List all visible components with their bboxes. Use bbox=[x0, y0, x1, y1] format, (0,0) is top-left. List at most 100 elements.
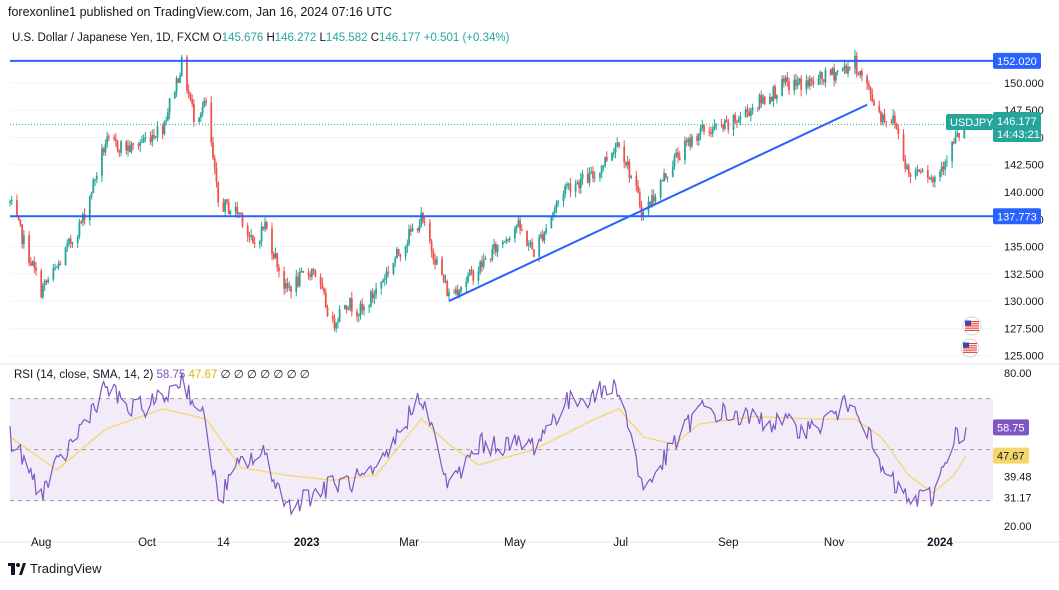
candle bbox=[225, 199, 228, 205]
rsi-value-badge-text: 58.75 bbox=[997, 422, 1025, 434]
rsi-sma-badge[interactable]: 47.67 bbox=[993, 447, 1029, 464]
candle bbox=[696, 133, 698, 146]
upper-level-badge[interactable]: 152.020 bbox=[993, 52, 1041, 69]
candle-body bbox=[408, 229, 410, 244]
candle bbox=[217, 181, 220, 207]
candle bbox=[871, 88, 874, 103]
candle-body bbox=[151, 134, 154, 142]
candle bbox=[859, 70, 862, 79]
candle-body bbox=[822, 79, 825, 83]
candle-body bbox=[821, 72, 823, 80]
candle-body bbox=[312, 268, 315, 271]
candle-body bbox=[954, 136, 957, 144]
candle-body bbox=[505, 239, 508, 242]
candle bbox=[503, 240, 506, 243]
candle-body bbox=[623, 146, 626, 163]
symbol-badge[interactable]: USDJPY bbox=[946, 114, 994, 130]
candle-body bbox=[774, 86, 777, 99]
candle bbox=[161, 123, 164, 140]
candle-body bbox=[21, 224, 24, 245]
candle bbox=[946, 155, 948, 167]
candle-body bbox=[212, 142, 214, 158]
candle bbox=[331, 311, 334, 323]
candle bbox=[808, 75, 811, 91]
candle bbox=[533, 249, 535, 258]
upper-level-badge-bg bbox=[993, 52, 1041, 69]
price-tick-label: 142.500 bbox=[1004, 160, 1044, 172]
candle bbox=[236, 201, 239, 218]
flag-stripe bbox=[963, 349, 977, 351]
candle-body bbox=[465, 281, 468, 288]
candle bbox=[866, 73, 869, 91]
candle bbox=[812, 76, 815, 88]
candle-body bbox=[907, 165, 910, 175]
candle-body bbox=[614, 146, 617, 153]
candle bbox=[805, 74, 808, 95]
time-tick-label: Oct bbox=[138, 537, 157, 549]
candle bbox=[793, 74, 796, 96]
candle bbox=[104, 139, 107, 156]
us-flag-event-icon[interactable] bbox=[962, 316, 982, 336]
candle-body bbox=[663, 173, 666, 182]
candle bbox=[703, 123, 705, 135]
candle-body bbox=[807, 80, 810, 87]
candle-body bbox=[10, 200, 13, 202]
candle bbox=[175, 75, 178, 97]
trendline[interactable] bbox=[448, 103, 868, 302]
candle-body bbox=[165, 120, 168, 122]
candle bbox=[149, 131, 152, 145]
candle-body bbox=[359, 303, 362, 315]
candle bbox=[954, 130, 957, 144]
candle bbox=[132, 142, 135, 150]
candle-body bbox=[671, 166, 674, 177]
candle-body bbox=[555, 202, 558, 209]
flag-canton bbox=[963, 342, 969, 348]
candle-body bbox=[659, 180, 662, 198]
candle bbox=[481, 255, 483, 273]
candle-body bbox=[810, 78, 813, 81]
candle bbox=[600, 164, 603, 179]
candle-body bbox=[203, 100, 206, 107]
candle bbox=[618, 141, 620, 149]
candle bbox=[187, 84, 190, 99]
candle bbox=[626, 155, 629, 170]
candle bbox=[302, 270, 305, 273]
candle bbox=[127, 139, 129, 157]
candle-body bbox=[333, 318, 336, 329]
candle bbox=[142, 134, 145, 143]
candle bbox=[895, 122, 898, 130]
candle-body bbox=[926, 170, 929, 178]
candle bbox=[95, 171, 98, 184]
candle-body bbox=[224, 199, 227, 212]
lower-level-badge[interactable]: 137.773 bbox=[993, 208, 1041, 225]
candle bbox=[359, 300, 362, 320]
candle bbox=[652, 189, 655, 205]
price-badge-bg bbox=[993, 112, 1041, 142]
candle bbox=[612, 148, 615, 158]
candle-body bbox=[592, 171, 594, 179]
us-flag-event-icon[interactable] bbox=[960, 338, 980, 358]
candle-body bbox=[696, 136, 698, 141]
candle-body bbox=[737, 119, 740, 123]
candle bbox=[715, 122, 718, 130]
candle-body bbox=[618, 142, 620, 147]
candle-body bbox=[9, 201, 11, 203]
price-badge-value: 146.177 bbox=[997, 116, 1037, 128]
candle bbox=[399, 253, 402, 262]
candle-body bbox=[701, 125, 704, 128]
candle-body bbox=[805, 80, 808, 91]
candle bbox=[234, 201, 237, 218]
candle bbox=[210, 96, 213, 147]
candle-body bbox=[782, 78, 785, 83]
candle-body bbox=[578, 182, 580, 188]
candle bbox=[252, 234, 254, 244]
candle bbox=[125, 140, 128, 155]
candle bbox=[795, 73, 797, 91]
candle-body bbox=[687, 138, 690, 143]
rsi-value-badge[interactable]: 58.75 bbox=[993, 419, 1029, 436]
candle-body bbox=[786, 77, 789, 82]
candle bbox=[193, 99, 195, 127]
tradingview-brand[interactable]: TradingView bbox=[8, 561, 102, 576]
